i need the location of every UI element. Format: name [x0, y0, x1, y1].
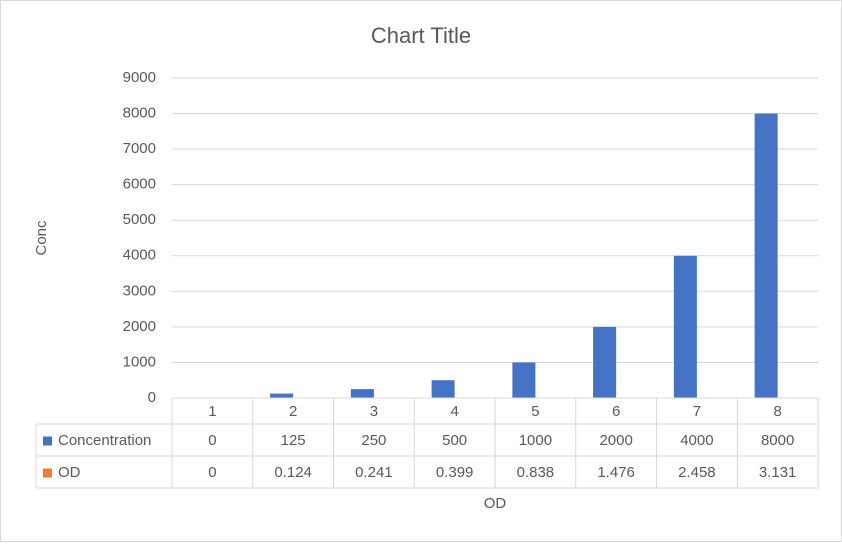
- table-cell: 4000: [680, 432, 713, 449]
- legend-key: [43, 469, 52, 478]
- bar: [674, 256, 697, 398]
- x-tick-label: 4: [450, 403, 458, 420]
- y-tick-label: 4000: [123, 247, 156, 264]
- table-cell: 8000: [761, 432, 794, 449]
- bar: [270, 394, 293, 398]
- bar: [351, 389, 374, 398]
- y-axis-label: Conc: [33, 220, 50, 256]
- y-tick-label: 6000: [123, 176, 156, 193]
- x-tick-label: 7: [693, 403, 701, 420]
- table-cell: 0: [208, 432, 216, 449]
- table-cell: 500: [442, 432, 467, 449]
- table-cell: 0: [208, 464, 216, 481]
- table-cell: 0.399: [436, 464, 474, 481]
- table-cell: 1.476: [597, 464, 635, 481]
- x-tick-label: 8: [773, 403, 781, 420]
- table-cell: 3.131: [759, 464, 797, 481]
- x-axis-label: OD: [484, 495, 507, 512]
- y-tick-label: 3000: [123, 282, 156, 299]
- bar: [593, 327, 616, 398]
- y-tick-label: 2000: [123, 318, 156, 335]
- table-cell: 250: [361, 432, 386, 449]
- x-tick-label: 2: [289, 403, 297, 420]
- table-cell: 1000: [519, 432, 552, 449]
- legend-label: OD: [58, 464, 81, 481]
- table-cell: 0.838: [517, 464, 555, 481]
- y-tick-label: 1000: [123, 353, 156, 370]
- y-tick-label: 7000: [123, 140, 156, 157]
- legend-label: Concentration: [58, 432, 151, 449]
- bar: [432, 380, 455, 398]
- bar: [755, 114, 778, 398]
- table-cell: 2000: [599, 432, 632, 449]
- chart-title: Chart Title: [371, 23, 471, 48]
- x-tick-label: 3: [370, 403, 378, 420]
- y-tick-label: 9000: [123, 69, 156, 86]
- x-tick-label: 1: [208, 403, 216, 420]
- y-tick-label: 0: [148, 389, 156, 406]
- table-cell: 0.124: [274, 464, 312, 481]
- table-cell: 2.458: [678, 464, 716, 481]
- bar: [512, 362, 535, 398]
- x-tick-label: 5: [531, 403, 539, 420]
- x-tick-label: 6: [612, 403, 620, 420]
- table-cell: 0.241: [355, 464, 393, 481]
- y-tick-label: 8000: [123, 105, 156, 122]
- legend-key: [43, 437, 52, 446]
- table-cell: 125: [281, 432, 306, 449]
- y-tick-label: 5000: [123, 211, 156, 228]
